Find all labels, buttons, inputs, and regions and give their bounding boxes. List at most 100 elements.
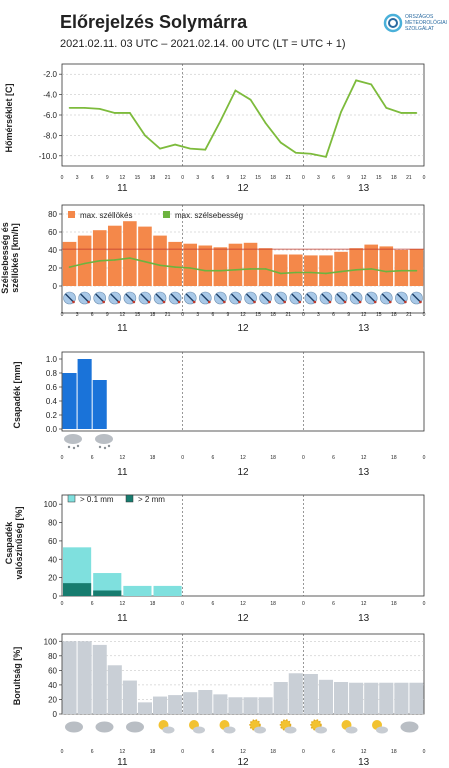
- gust-bar: [228, 243, 243, 286]
- x-tick-label: 6: [91, 175, 94, 181]
- gust-bar: [183, 243, 197, 286]
- cloudiness-bar: [409, 682, 424, 714]
- x-tick-label: 0: [302, 601, 305, 607]
- x-tick-label: 18: [270, 601, 276, 607]
- wind-direction-arrow: [80, 293, 90, 303]
- wind-direction-head: [147, 300, 151, 304]
- y-tick-label: 20: [48, 574, 57, 583]
- x-tick-label: 0: [181, 455, 184, 461]
- y-tick-label: 20: [48, 695, 57, 704]
- snowflake-dot: [98, 445, 102, 449]
- x-tick-label: 6: [91, 601, 94, 607]
- wind-direction-arrow: [321, 293, 331, 303]
- x-tick-label: 9: [347, 312, 350, 318]
- y-tick-label: -2.0: [43, 70, 57, 79]
- cloudiness-bar: [137, 702, 152, 714]
- y-tick-label: 60: [48, 666, 57, 675]
- day-label: 12: [237, 757, 249, 768]
- temperature-point: [83, 107, 86, 109]
- wind-direction-head: [87, 300, 90, 304]
- x-tick-label: 6: [332, 175, 335, 181]
- legend-gust-swatch: [68, 211, 75, 218]
- cloudiness-bar: [288, 673, 303, 714]
- gust-bar: [77, 235, 92, 286]
- x-tick-label: 12: [240, 601, 246, 607]
- temperature-point: [279, 141, 282, 144]
- y-tick-label: 80: [48, 519, 57, 528]
- x-tick-label: 18: [270, 749, 276, 755]
- day-label: 12: [237, 467, 249, 478]
- day-label: 13: [358, 183, 370, 194]
- wind-direction-head: [72, 300, 75, 304]
- temperature-point: [113, 112, 116, 114]
- temperature-point: [249, 98, 252, 101]
- wind-speed-point: [174, 266, 176, 268]
- wind-speed-point: [310, 271, 312, 274]
- temperature-point: [98, 108, 101, 110]
- probability-gt2-bar: [93, 590, 122, 596]
- x-tick-label: 6: [211, 175, 214, 181]
- page-title: Előrejelzés Solymárra: [60, 12, 248, 32]
- gust-bar: [334, 251, 348, 286]
- wind-direction-arrow: [411, 293, 421, 303]
- wind-speed-point: [219, 269, 222, 272]
- x-tick-label: 3: [76, 175, 79, 181]
- x-tick-label: 12: [361, 312, 367, 318]
- gust-bar: [409, 249, 424, 286]
- x-tick-label: 18: [150, 455, 156, 461]
- temperature-point: [234, 89, 237, 92]
- wind-direction-head: [283, 300, 287, 304]
- y-tick-label: 100: [44, 637, 58, 646]
- y-tick-label: 0: [53, 710, 58, 719]
- wind-direction-arrow: [396, 293, 406, 303]
- day-label: 12: [237, 183, 249, 194]
- gust-bar: [258, 248, 273, 286]
- x-tick-label: 21: [285, 175, 291, 181]
- x-tick-label: 0: [181, 601, 184, 607]
- wind-direction-arrow: [366, 293, 376, 303]
- cloud-icon: [400, 721, 419, 733]
- cloudiness-axis-label: Borultság [%]: [12, 647, 22, 706]
- wind-direction-head: [207, 300, 211, 304]
- wind-direction-arrow: [336, 293, 346, 303]
- x-tick-label: 15: [135, 175, 141, 181]
- page-subtitle: 2021.02.11. 03 UTC – 2021.02.14. 00 UTC …: [60, 38, 346, 50]
- gust-bar: [319, 255, 333, 286]
- wind-speed-point: [370, 268, 373, 270]
- cloud-icon: [193, 726, 205, 734]
- wind-direction-arrow: [125, 293, 135, 303]
- gust-bar: [273, 254, 288, 286]
- snow-cloud-icon: [64, 434, 82, 444]
- cloud-icon: [162, 726, 175, 734]
- temperature-point: [264, 122, 267, 124]
- day-label: 12: [237, 323, 249, 334]
- x-tick-label: 6: [211, 601, 214, 607]
- x-tick-label: 12: [361, 455, 367, 461]
- wind-direction-arrow: [381, 293, 391, 303]
- y-tick-label: 60: [48, 228, 57, 237]
- legend-gt01-swatch: [67, 494, 76, 503]
- legend-speed-swatch: [163, 211, 170, 218]
- x-tick-label: 6: [91, 312, 94, 318]
- legend-gust-label: max. széllökés: [80, 211, 132, 220]
- gust-bar: [243, 242, 258, 286]
- y-tick-label: -6.0: [43, 111, 57, 120]
- precipitation-bar: [77, 359, 92, 429]
- wind-direction-head: [419, 300, 422, 304]
- x-tick-label: 0: [423, 455, 426, 461]
- temperature-point: [219, 120, 222, 122]
- wind-speed-point: [204, 269, 207, 272]
- x-tick-label: 0: [302, 749, 305, 755]
- x-tick-label: 12: [240, 312, 246, 318]
- temperature-point: [174, 143, 176, 146]
- x-tick-label: 6: [211, 312, 214, 318]
- wind-speed-point: [355, 269, 357, 271]
- wind-direction-head: [253, 300, 256, 304]
- temperature-point: [400, 112, 403, 114]
- wind-direction-arrow: [261, 293, 271, 303]
- gust-bar: [138, 226, 152, 286]
- x-tick-label: 15: [376, 312, 382, 318]
- x-tick-label: 9: [347, 175, 350, 181]
- gust-bar: [213, 247, 228, 286]
